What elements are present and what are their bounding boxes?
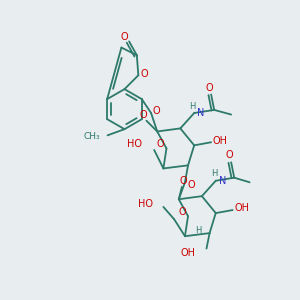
- Text: HO: HO: [138, 199, 153, 209]
- Text: O: O: [157, 139, 164, 149]
- Text: CH₃: CH₃: [83, 132, 100, 141]
- Text: O: O: [141, 69, 148, 79]
- Text: OH: OH: [234, 203, 249, 214]
- Text: H: H: [196, 226, 202, 235]
- Text: O: O: [206, 82, 213, 93]
- Text: H: H: [211, 169, 217, 178]
- Text: O: O: [153, 106, 160, 116]
- Text: O: O: [187, 180, 195, 190]
- Text: O: O: [121, 32, 128, 42]
- Text: O: O: [140, 110, 147, 120]
- Text: O: O: [178, 207, 186, 217]
- Text: O: O: [180, 176, 187, 186]
- Text: N: N: [197, 108, 204, 118]
- Text: HO: HO: [127, 139, 142, 149]
- Text: OH: OH: [213, 136, 228, 146]
- Text: O: O: [226, 150, 233, 160]
- Text: H: H: [189, 102, 195, 111]
- Text: N: N: [219, 176, 226, 186]
- Text: OH: OH: [181, 248, 196, 258]
